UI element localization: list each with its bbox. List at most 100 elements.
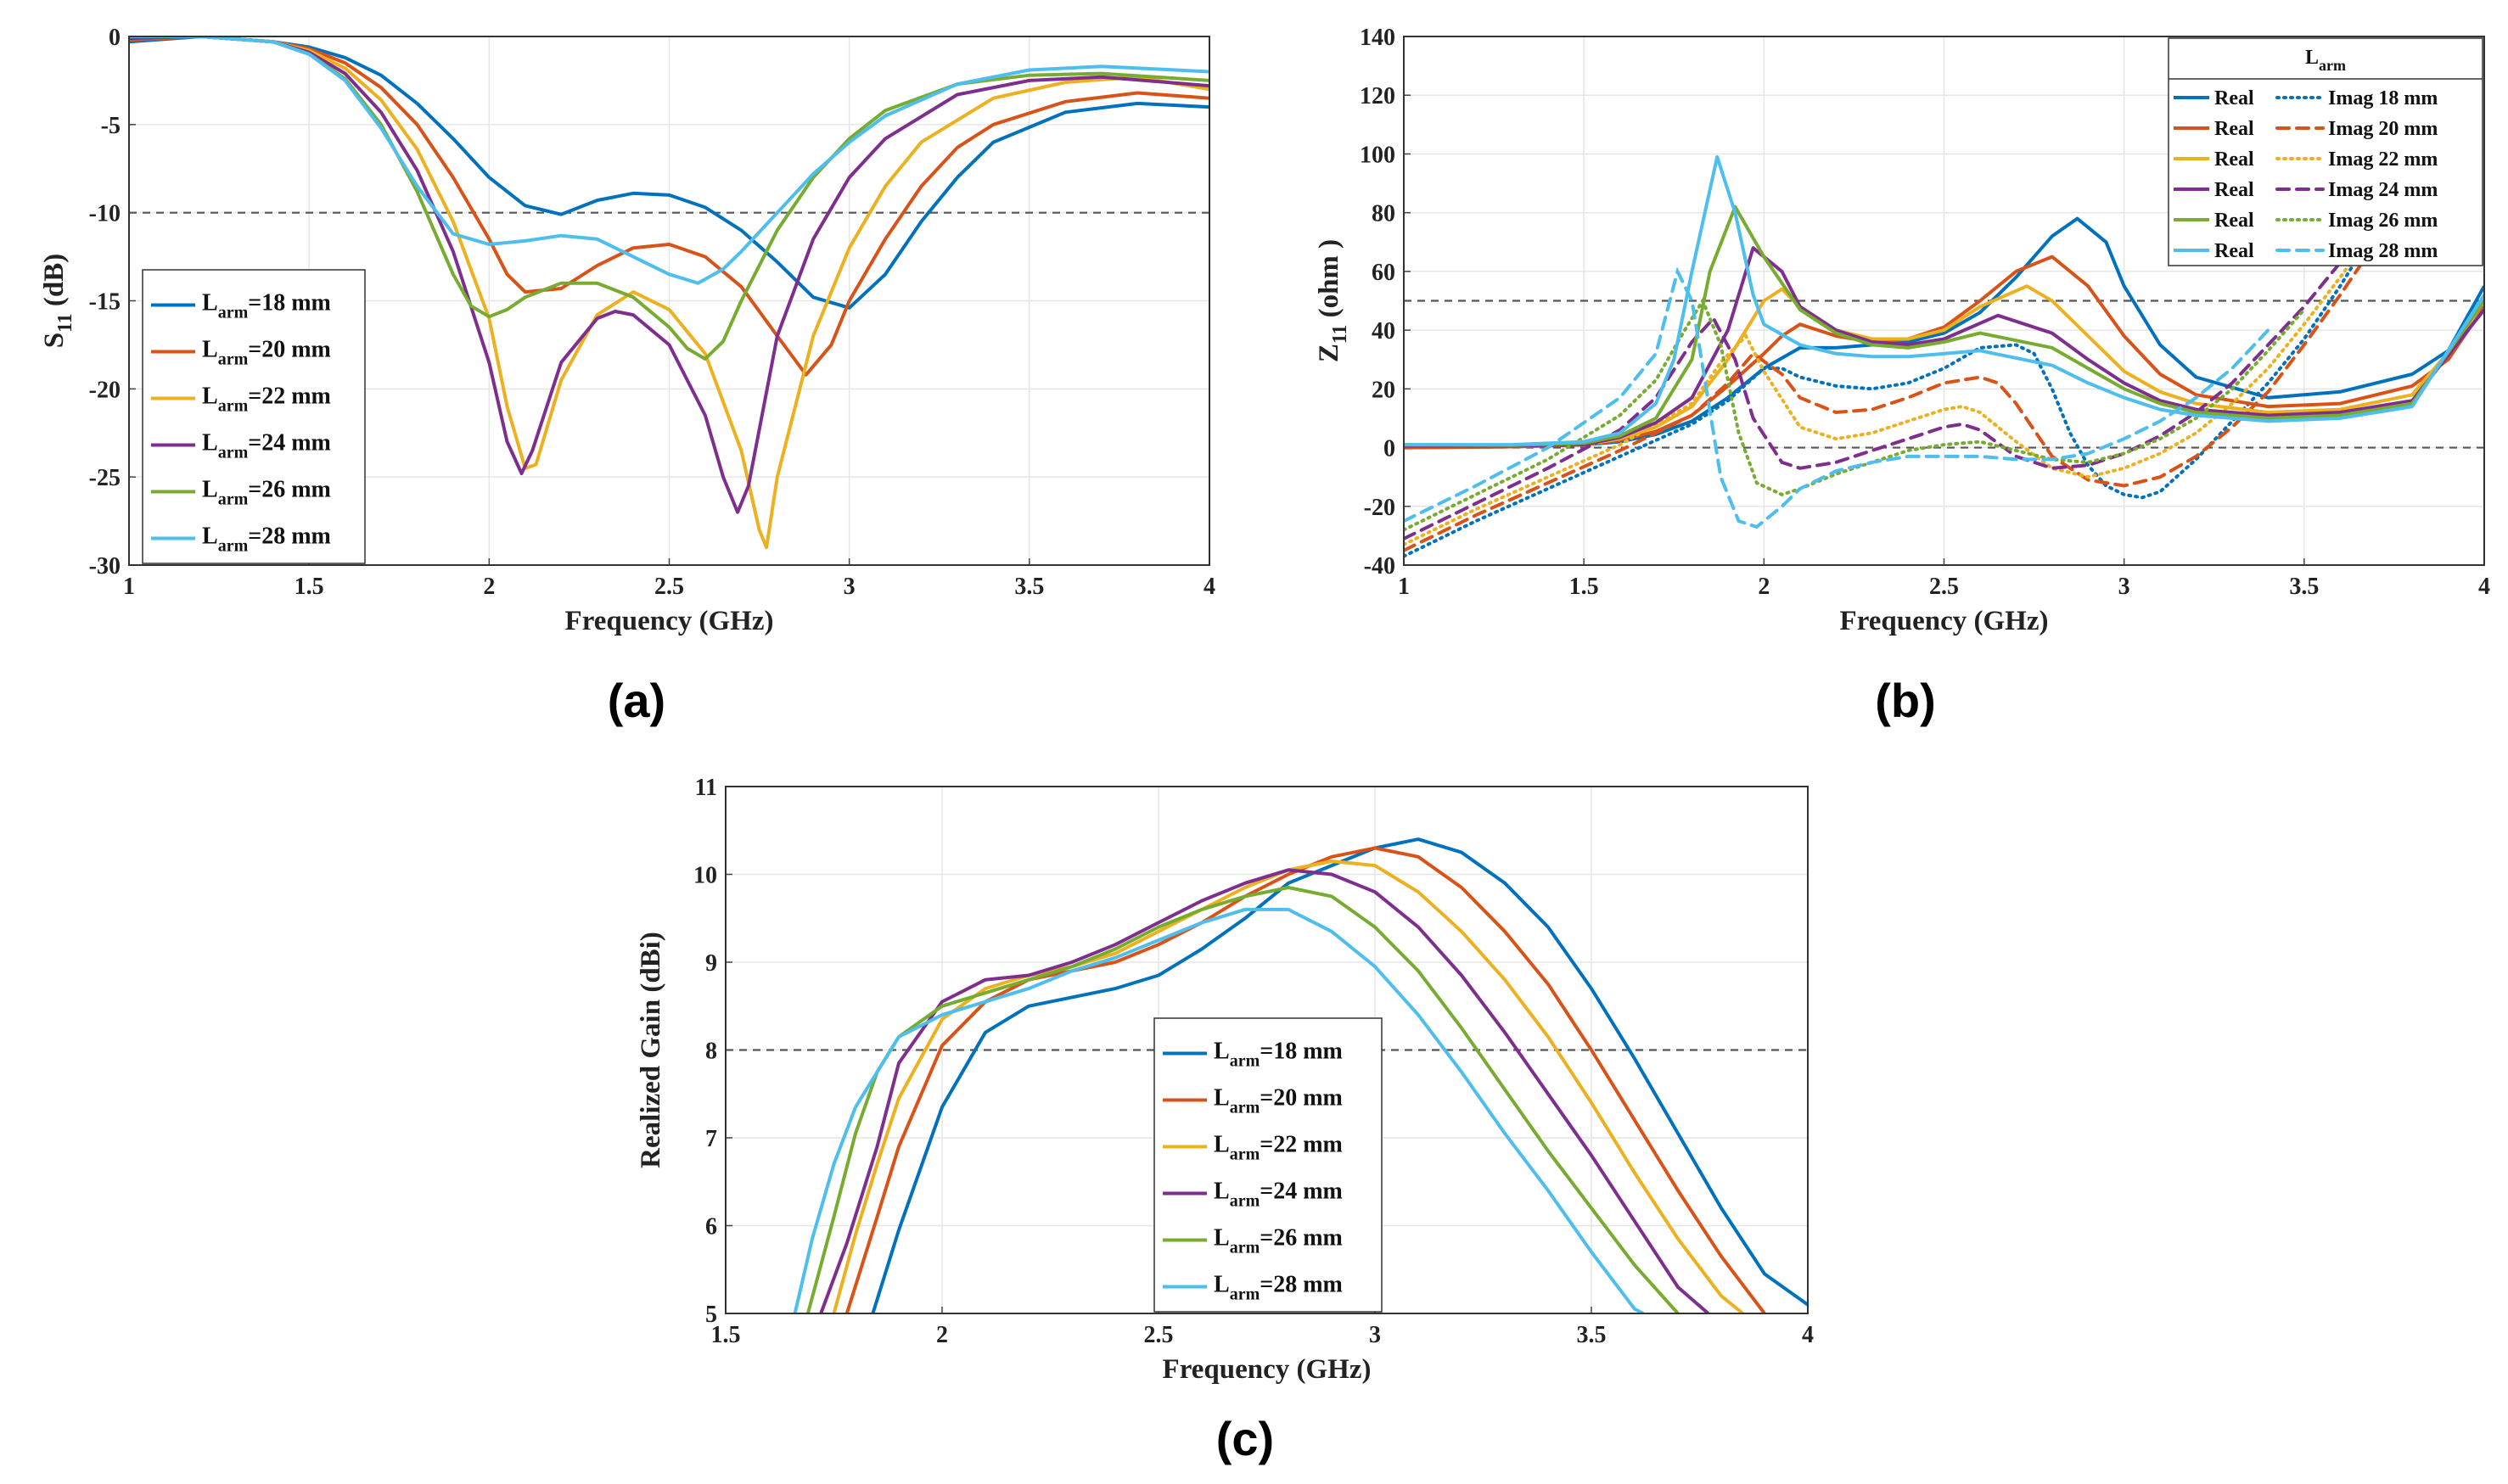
series-line-0	[129, 36, 1209, 310]
legend-entry-name: =20 mm	[248, 337, 331, 363]
legend-entry-sub: arm	[218, 490, 249, 509]
x-axis-label: Frequency (GHz)	[1163, 1354, 1372, 1385]
x-tick-label: 1.5	[1569, 574, 1599, 600]
series-line-2	[129, 36, 1209, 550]
legend-box	[142, 269, 366, 564]
x-tick-label: 2	[483, 574, 495, 600]
y-tick-label: -25	[89, 465, 121, 491]
legend-entry-sub: arm	[1230, 1239, 1260, 1257]
series-line-real-5	[1404, 154, 2484, 447]
legend-entry-imag: Imag 28 mm	[2328, 240, 2438, 262]
y-tick-label: -20	[89, 377, 121, 403]
legend-entry-prefix: L	[202, 524, 218, 550]
x-tick-label: 3.5	[2289, 574, 2319, 600]
x-tick-label: 1.5	[711, 1322, 741, 1348]
y-axis-label: S11 (dB)	[39, 254, 76, 348]
legend-entry-real: Real	[2214, 148, 2254, 171]
y-tick-label: 80	[1372, 201, 1395, 227]
legend-entry-real: Real	[2214, 118, 2254, 140]
legend-entry-imag: Imag 26 mm	[2328, 210, 2438, 232]
x-tick-label: 3	[1369, 1322, 1381, 1348]
legend-box	[2168, 37, 2483, 266]
legend-entry-prefix: L	[202, 384, 218, 410]
y-axis-label-main: S	[39, 333, 70, 348]
series-line-1	[844, 846, 1766, 1313]
legend-entry: Larm=20 mm	[202, 337, 331, 369]
legend-title-main: L	[2305, 47, 2319, 69]
x-tick-label: 3.5	[1014, 574, 1044, 600]
y-tick-label: -20	[1364, 495, 1395, 521]
y-axis-label-group: Realized Gain (dBi)	[636, 932, 666, 1168]
legend-entry-name: =18 mm	[248, 290, 331, 316]
legend-entry-prefix: L	[1214, 1085, 1230, 1112]
series-line-5	[129, 36, 1209, 285]
legend-entry-prefix: L	[1214, 1179, 1230, 1205]
y-axis-label-group: Z11 (ohm )	[1314, 239, 1351, 362]
series-line-imag-3	[1404, 260, 2342, 540]
panel-label: (c)	[1216, 1412, 1274, 1465]
legend-entry-name: =18 mm	[1260, 1039, 1343, 1065]
series-group	[129, 36, 1209, 550]
legend-entry: Larm=28 mm	[1214, 1272, 1343, 1304]
legend-entry-name: =26 mm	[248, 477, 331, 503]
legend-entry-real: Real	[2214, 240, 2254, 262]
y-axis-label-main: Z	[1314, 344, 1344, 362]
series-line-5	[793, 907, 1645, 1313]
x-tick-label: 4	[1204, 574, 1215, 600]
axes-frame	[1403, 36, 2485, 566]
legend-entry-sub: arm	[218, 397, 249, 416]
y-axis-label: Z11 (ohm )	[1314, 239, 1351, 362]
legend-entry-sub: arm	[1230, 1285, 1260, 1304]
legend-entry-name: =22 mm	[248, 384, 331, 410]
series-group	[1404, 154, 2484, 558]
y-tick-label: -5	[101, 113, 121, 139]
legend-entry-name: =22 mm	[1260, 1132, 1343, 1158]
y-tick-label: 0	[1383, 436, 1395, 462]
legend-title-sub: arm	[2319, 57, 2346, 74]
legend-entry: Larm=24 mm	[1214, 1179, 1343, 1211]
legend-entry: Larm=18 mm	[1214, 1039, 1343, 1071]
legend-entry-sub: arm	[218, 304, 249, 322]
x-tick-label: 2.5	[654, 574, 684, 600]
series-line-1	[129, 36, 1209, 377]
chart-panel-c: 1.5 2 2.5 3 3.5 4 11 10 9 8 7 6 5 Frequency (GHz) Real…	[636, 775, 1814, 1465]
legend-entry-sub: arm	[1230, 1052, 1260, 1071]
y-tick-label: 100	[1360, 142, 1395, 168]
legend-entry-name: =26 mm	[1260, 1225, 1343, 1252]
legend-entry-real: Real	[2214, 87, 2254, 109]
series-line-imag-1	[1404, 240, 2378, 552]
x-tick-label: 4	[1802, 1322, 1814, 1348]
legend-entry-prefix: L	[202, 290, 218, 316]
panel-label: (b)	[1875, 674, 1936, 727]
x-tick-label: 2	[936, 1322, 948, 1348]
legend-entry-name: =24 mm	[248, 430, 331, 456]
y-axis-label-rest: (dB)	[39, 254, 70, 314]
x-tick-label: 3.5	[1577, 1322, 1607, 1348]
y-axis-label-sub: 11	[54, 313, 76, 332]
legend: Larm Real Imag 18 mm Real Imag 20 mm Real Imag…	[2168, 37, 2483, 266]
legend-entry-prefix: L	[202, 337, 218, 363]
legend-box	[1153, 1017, 1383, 1313]
legend-entry: Larm=22 mm	[202, 384, 331, 416]
x-tick-label: 3	[2118, 574, 2130, 600]
y-tick-label: 5	[705, 1302, 717, 1328]
series-line-imag-4	[1404, 297, 2306, 532]
legend-entry-real: Real	[2214, 210, 2254, 232]
x-tick-label: 1	[123, 574, 135, 600]
legend-entry: Larm=22 mm	[1214, 1132, 1343, 1164]
legend-entry-imag: Imag 24 mm	[2328, 179, 2438, 201]
legend-entry-name: =24 mm	[1260, 1179, 1343, 1205]
y-tick-label: 60	[1372, 260, 1395, 286]
y-tick-label: 7	[705, 1126, 717, 1152]
y-axis-label: Realized Gain (dBi)	[636, 932, 666, 1168]
legend-entry-real: Real	[2214, 179, 2254, 201]
y-tick-label: 40	[1372, 318, 1395, 344]
y-tick-label: 6	[705, 1214, 717, 1240]
legend-entry-prefix: L	[202, 477, 218, 503]
y-axis-label-group: S11 (dB)	[39, 254, 76, 348]
legend-entry-imag: Imag 22 mm	[2328, 148, 2438, 171]
series-group	[793, 837, 1808, 1313]
legend-entry-sub: arm	[218, 537, 249, 556]
